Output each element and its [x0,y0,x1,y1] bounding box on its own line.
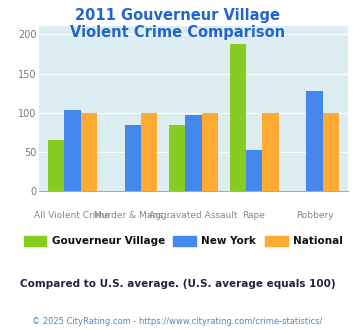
Text: Compared to U.S. average. (U.S. average equals 100): Compared to U.S. average. (U.S. average … [20,279,335,289]
Bar [323,113,339,191]
Text: Rape: Rape [242,211,266,220]
Bar [125,125,141,191]
Bar [306,91,323,191]
Bar [141,113,158,191]
Text: Murder & Mans...: Murder & Mans... [94,211,171,220]
Legend: Gouverneur Village, New York, National: Gouverneur Village, New York, National [20,232,347,250]
Bar [169,125,185,191]
Bar [262,113,279,191]
Bar [229,44,246,191]
Bar [81,113,97,191]
Text: 2011 Gouverneur Village: 2011 Gouverneur Village [75,8,280,23]
Bar [185,115,202,191]
Bar [202,113,218,191]
Text: Violent Crime Comparison: Violent Crime Comparison [70,25,285,40]
Bar [64,111,81,191]
Text: Robbery: Robbery [296,211,333,220]
Bar [48,140,64,191]
Text: Aggravated Assault: Aggravated Assault [149,211,238,220]
Bar [246,150,262,191]
Text: © 2025 CityRating.com - https://www.cityrating.com/crime-statistics/: © 2025 CityRating.com - https://www.city… [32,317,323,326]
Text: All Violent Crime: All Violent Crime [34,211,110,220]
